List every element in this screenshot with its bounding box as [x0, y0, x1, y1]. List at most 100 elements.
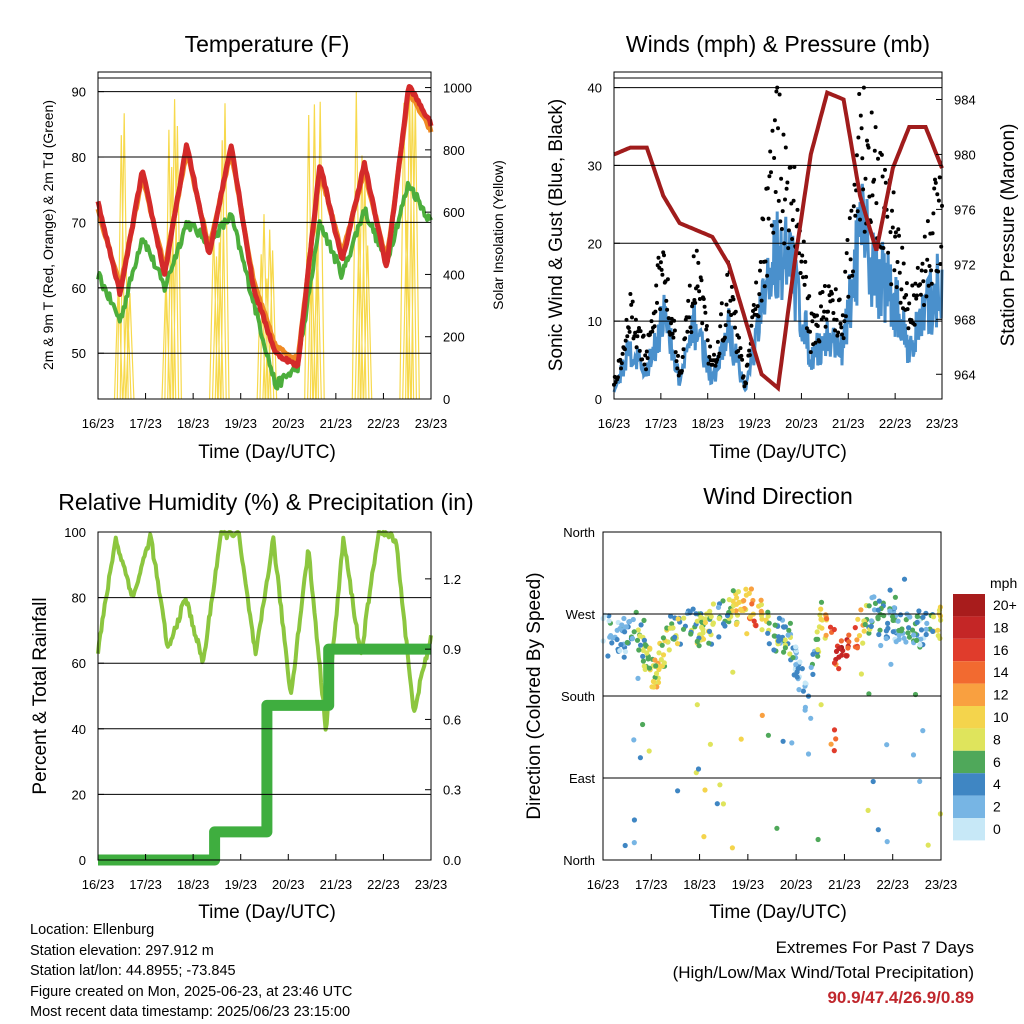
direction-point	[614, 627, 620, 633]
direction-point	[901, 576, 908, 582]
humidity-tick-label: 20	[72, 787, 86, 802]
direction-point	[729, 845, 736, 851]
x-tick-label: 20/23	[272, 877, 305, 892]
humidity-tick-label: 0	[79, 853, 86, 868]
precip-tick-label: 0.6	[443, 712, 461, 727]
direction-point	[738, 736, 744, 742]
station-info: Location: Ellenburg Station elevation: 2…	[30, 920, 352, 1023]
direction-point	[652, 657, 658, 663]
direction-point	[810, 671, 816, 678]
direction-point	[765, 630, 771, 636]
direction-point	[914, 637, 920, 644]
direction-point	[766, 641, 772, 647]
direction-xlabel: Time (Day/UTC)	[709, 902, 847, 923]
direction-point	[702, 787, 708, 793]
direction-point	[799, 666, 805, 672]
direction-point	[624, 639, 630, 646]
direction-point	[743, 586, 749, 592]
x-tick-label: 21/23	[832, 416, 865, 431]
direction-point	[852, 625, 858, 631]
direction-tick-label: West	[566, 607, 596, 622]
direction-point	[635, 675, 641, 682]
direction-tick-label: East	[569, 771, 595, 786]
legend-swatch	[953, 706, 985, 729]
direction-point	[865, 807, 871, 814]
direction-point	[748, 586, 755, 592]
direction-point	[631, 629, 637, 635]
precipitation-line	[98, 643, 431, 866]
direction-point	[896, 632, 902, 638]
direction-point	[734, 595, 740, 601]
direction-point	[642, 666, 648, 673]
direction-point	[871, 607, 878, 613]
direction-point	[675, 788, 681, 794]
direction-point	[730, 588, 736, 594]
direction-point	[831, 626, 837, 633]
direction-point	[818, 606, 824, 612]
direction-point	[858, 671, 865, 677]
humidity-panel: Relative Humidity (%) & Precipitation (i…	[30, 489, 474, 923]
legend-swatch	[953, 683, 985, 706]
direction-point	[854, 637, 860, 643]
direction-point	[660, 635, 667, 641]
direction-point	[854, 645, 861, 651]
x-tick-label: 16/23	[82, 416, 115, 431]
created-text: Figure created on Mon, 2025-06-23, at 23…	[30, 983, 353, 1000]
temperature-tick-label: 60	[72, 281, 86, 296]
direction-point	[741, 598, 747, 604]
direction-tick-label: South	[561, 689, 595, 704]
direction-point	[846, 632, 852, 638]
direction-point	[618, 642, 624, 648]
direction-point	[937, 811, 944, 817]
direction-point	[706, 628, 713, 635]
precip-tick-label: 0.9	[443, 642, 461, 657]
direction-point	[884, 742, 890, 748]
legend-label: 16	[993, 642, 1009, 658]
direction-point	[917, 642, 923, 648]
direction-point	[651, 684, 657, 690]
direction-point	[785, 632, 791, 638]
direction-point	[866, 691, 872, 697]
direction-point	[640, 721, 646, 728]
direction-point	[688, 631, 694, 637]
direction-point	[747, 614, 753, 620]
direction-point	[869, 595, 875, 601]
direction-point	[759, 627, 765, 633]
legend-swatch	[953, 750, 985, 774]
direction-point	[722, 623, 728, 629]
direction-point	[817, 612, 823, 618]
direction-point	[696, 643, 702, 649]
direction-point	[836, 645, 842, 652]
direction-point	[622, 842, 628, 849]
direction-point	[744, 631, 750, 637]
direction-point	[641, 637, 648, 644]
direction-point	[887, 587, 893, 593]
solar-tick-label: 400	[443, 267, 465, 282]
x-tick-label: 22/23	[367, 416, 400, 431]
direction-point	[631, 817, 638, 823]
humidity-ylabel: Percent & Total Rainfall	[30, 597, 51, 794]
humidity-xlabel: Time (Day/UTC)	[198, 902, 336, 923]
direction-point	[738, 607, 744, 614]
legend-label: 0	[993, 821, 1001, 837]
direction-point	[845, 645, 851, 651]
legend-swatch	[953, 616, 985, 639]
x-tick-label: 22/23	[367, 877, 400, 892]
direction-point	[630, 616, 636, 623]
direction-ylabel: Direction (Colored By Speed)	[524, 572, 545, 819]
pressure-tick-label: 968	[954, 312, 976, 327]
direction-point	[653, 670, 660, 677]
direction-point	[690, 606, 696, 612]
temperature-tick-label: 80	[72, 150, 86, 165]
direction-point	[923, 626, 929, 633]
direction-point	[885, 620, 891, 627]
direction-point	[626, 619, 632, 625]
pressure-tick-label: 980	[954, 147, 976, 162]
direction-point	[861, 628, 867, 634]
direction-point	[876, 631, 882, 638]
direction-point	[914, 619, 920, 626]
direction-point	[636, 647, 642, 653]
direction-point	[706, 640, 712, 646]
legend-label: 18	[993, 619, 1009, 635]
legend-label: 6	[993, 754, 1001, 770]
